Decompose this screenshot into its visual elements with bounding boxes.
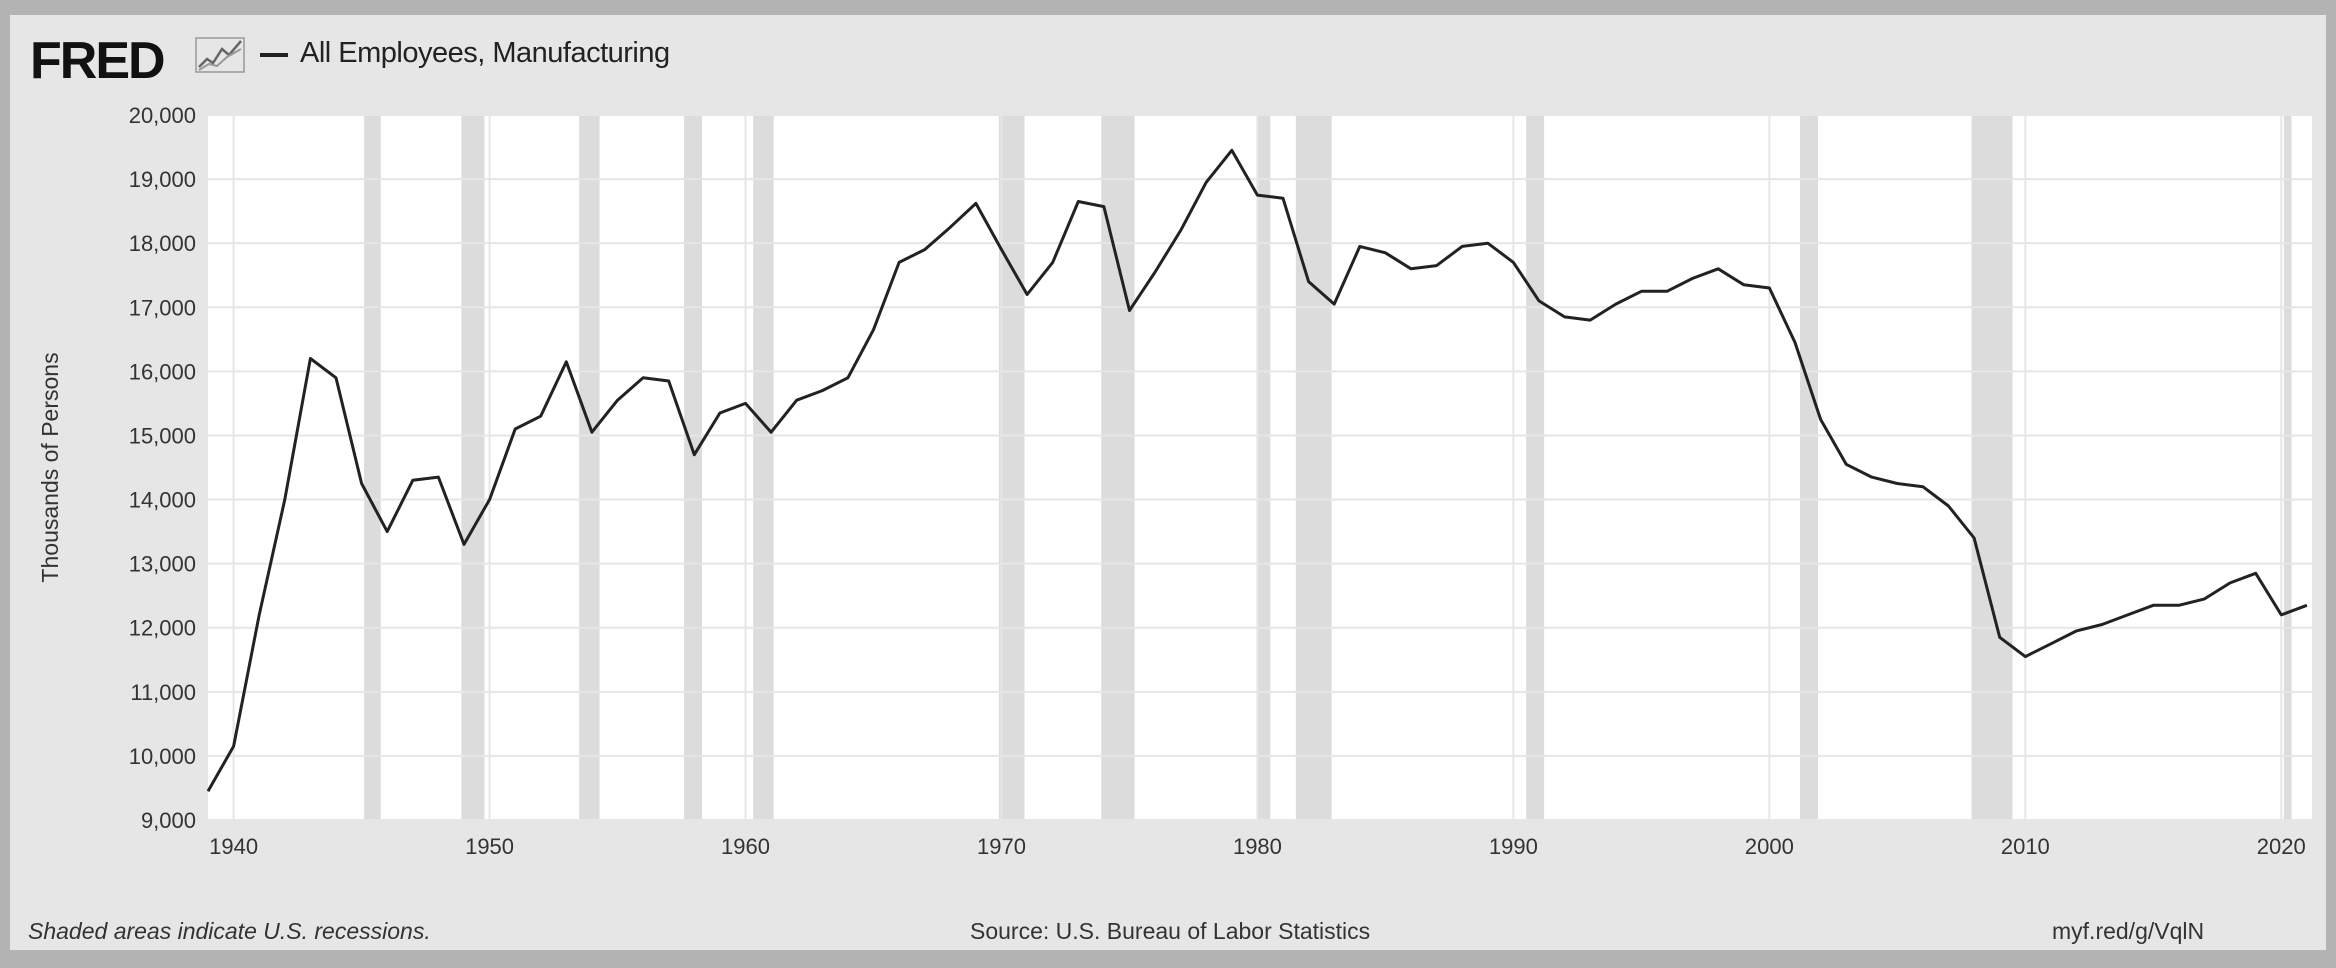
recession-band — [1295, 115, 1332, 820]
y-tick-label: 19,000 — [129, 167, 196, 192]
recession-band — [1101, 115, 1135, 820]
chart-panel: 9,000 10,000 11,000 12,000 13,000 14,000 15,00… — [10, 15, 2326, 950]
recession-band — [684, 115, 703, 820]
x-tick-label: 1950 — [465, 834, 514, 859]
x-tick-label: 2020 — [2257, 834, 2306, 859]
recession-band — [998, 115, 1025, 820]
recession-band — [1800, 115, 1818, 820]
y-tick-label: 20,000 — [129, 103, 196, 128]
recession-band — [1257, 115, 1271, 820]
source-note: Source: U.S. Bureau of Labor Statistics — [970, 918, 1371, 944]
x-tick-label: 1990 — [1489, 834, 1538, 859]
recession-band — [753, 115, 774, 820]
y-tick-label: 12,000 — [129, 616, 196, 641]
chart-header: FRED All Employees, Manufacturing — [10, 15, 2326, 110]
recession-band — [1526, 115, 1545, 820]
recession-band — [364, 115, 381, 820]
x-tick-label: 2010 — [2001, 834, 2050, 859]
y-tick-label: 11,000 — [130, 680, 196, 705]
graph-icon — [195, 37, 245, 73]
y-tick-label: 9,000 — [141, 808, 196, 833]
y-tick-label: 18,000 — [129, 231, 196, 256]
short-url-link[interactable]: myf.red/g/VqlN — [2052, 918, 2205, 944]
x-tick-label: 2000 — [1745, 834, 1794, 859]
y-tick-label: 16,000 — [129, 359, 196, 384]
recession-band — [461, 115, 485, 820]
y-tick-label: 10,000 — [129, 744, 196, 769]
legend-line-swatch — [260, 53, 288, 57]
x-tick-label: 1970 — [977, 834, 1026, 859]
legend-series-label: All Employees, Manufacturing — [300, 37, 670, 69]
recession-band — [1971, 115, 2013, 820]
line-chart: 9,000 10,000 11,000 12,000 13,000 14,000 15,00… — [37, 103, 2312, 859]
recession-band — [579, 115, 600, 820]
y-tick-label: 15,000 — [129, 423, 196, 448]
y-tick-label: 17,000 — [129, 295, 196, 320]
x-tick-label: 1940 — [209, 834, 258, 859]
y-axis-label: Thousands of Persons — [37, 352, 63, 582]
y-tick-label: 13,000 — [129, 552, 196, 577]
recession-note: Shaded areas indicate U.S. recessions. — [28, 918, 431, 944]
fred-logo[interactable]: FRED — [30, 32, 166, 90]
x-tick-label: 1960 — [721, 834, 770, 859]
series-line — [206, 148, 2308, 792]
x-tick-label: 1980 — [1233, 834, 1282, 859]
recession-band — [2283, 115, 2292, 820]
y-tick-label: 14,000 — [129, 488, 196, 513]
